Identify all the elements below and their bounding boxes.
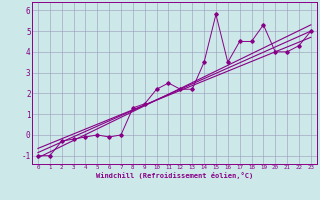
X-axis label: Windchill (Refroidissement éolien,°C): Windchill (Refroidissement éolien,°C) xyxy=(96,172,253,179)
